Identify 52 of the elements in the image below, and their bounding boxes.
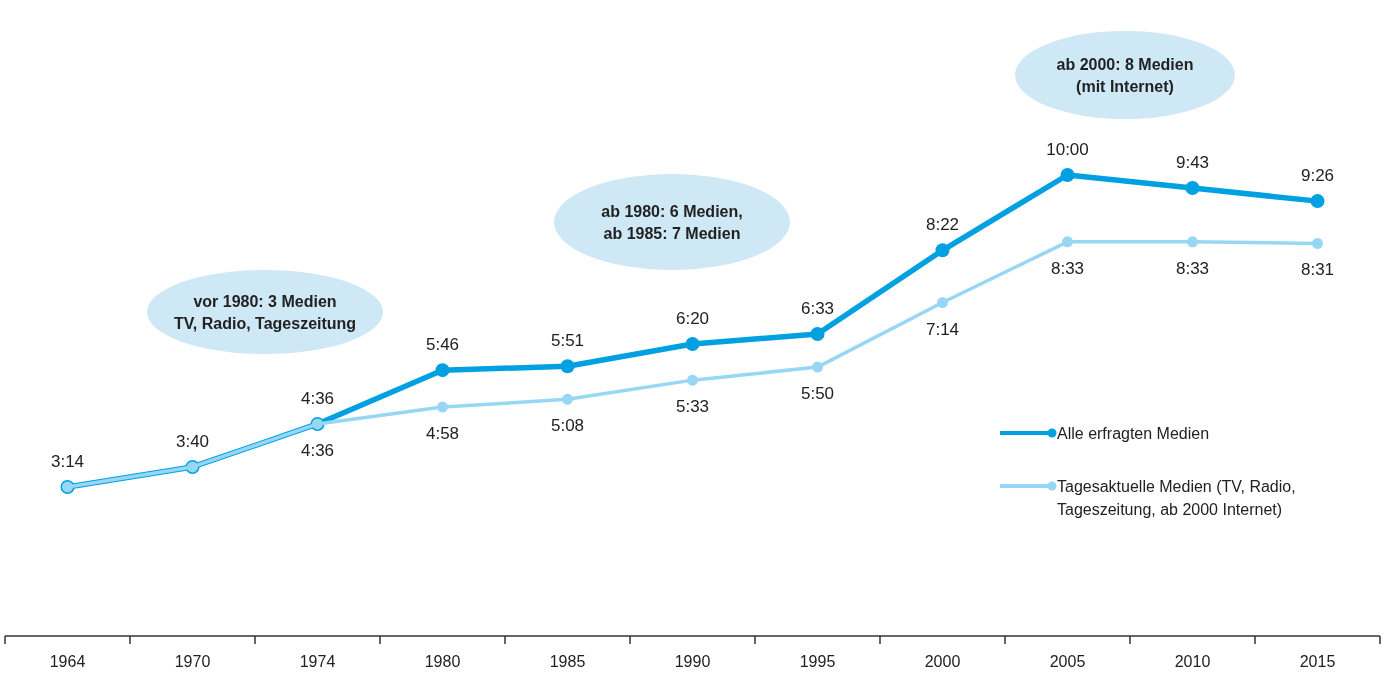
annotation: ab 1980: 6 Medien, ab 1985: 7 Medien <box>601 203 743 242</box>
data-label: 5:51 <box>550 331 585 351</box>
point <box>1187 236 1198 248</box>
point <box>1310 194 1325 209</box>
data-label: 3:14 <box>50 451 85 471</box>
x-tick-label: 1985 <box>549 653 586 670</box>
data-label: 5:50 <box>800 384 835 404</box>
point <box>687 374 698 386</box>
data-label: 6:33 <box>800 299 835 319</box>
annotation: vor 1980: 3 Medien TV, Radio, Tageszeitung <box>173 293 357 332</box>
point <box>1185 181 1200 196</box>
point <box>810 327 825 342</box>
x-tick-label: 1964 <box>49 653 86 670</box>
data-label: 5:46 <box>425 335 460 355</box>
x-tick-label: 1970 <box>174 653 211 670</box>
x-tick-label: 1974 <box>299 653 336 670</box>
data-label: 7:14 <box>925 319 960 339</box>
point <box>560 359 575 374</box>
point <box>1312 237 1323 249</box>
data-label: 8:33 <box>1050 258 1085 278</box>
point <box>685 337 700 352</box>
x-tick-label: 1980 <box>424 653 461 670</box>
data-label: 8:31 <box>1300 260 1335 280</box>
data-label: 10:00 <box>1046 140 1089 159</box>
data-label: 3:40 <box>175 431 210 451</box>
data-label: 9:43 <box>1175 153 1210 173</box>
point <box>935 243 950 258</box>
legend-label: Alle erfragten Medien <box>1057 425 1210 442</box>
data-label: 9:26 <box>1300 166 1335 186</box>
point <box>435 363 450 378</box>
x-tick-label: 2000 <box>924 653 961 670</box>
text: ab 2000: 8 Medien (mit Internet) <box>1056 56 1194 95</box>
x-tick-label: 1995 <box>799 653 836 670</box>
x-tick-label: 1990 <box>674 653 711 670</box>
data-label: 4:58 <box>425 424 460 444</box>
point <box>1062 236 1073 248</box>
x-tick-label: 2005 <box>1049 653 1086 670</box>
x-tick-label: 2010 <box>1174 653 1211 670</box>
legend-label: Tagesaktuelle Medien (TV, Radio, Tageszeitung, ab 2000 Internet) <box>1057 478 1296 518</box>
point <box>437 401 448 413</box>
point <box>937 297 948 309</box>
point <box>812 361 823 373</box>
data-label: 5:33 <box>675 397 710 417</box>
data-label: 8:33 <box>1175 258 1210 278</box>
data-label: 5:08 <box>550 416 585 436</box>
data-label: 8:22 <box>925 215 960 235</box>
data-label: 4:36 <box>300 440 335 460</box>
point <box>562 393 573 405</box>
point <box>1060 168 1075 182</box>
x-tick-label: 2015 <box>1299 653 1336 670</box>
data-label: 6:20 <box>675 309 710 329</box>
data-label: 4:36 <box>300 388 335 408</box>
